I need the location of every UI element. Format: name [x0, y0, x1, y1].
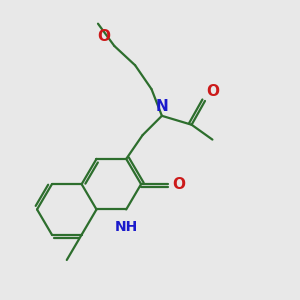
- Text: O: O: [97, 28, 110, 44]
- Text: NH: NH: [115, 220, 138, 234]
- Text: O: O: [172, 177, 185, 192]
- Text: O: O: [206, 84, 220, 99]
- Text: N: N: [155, 99, 168, 114]
